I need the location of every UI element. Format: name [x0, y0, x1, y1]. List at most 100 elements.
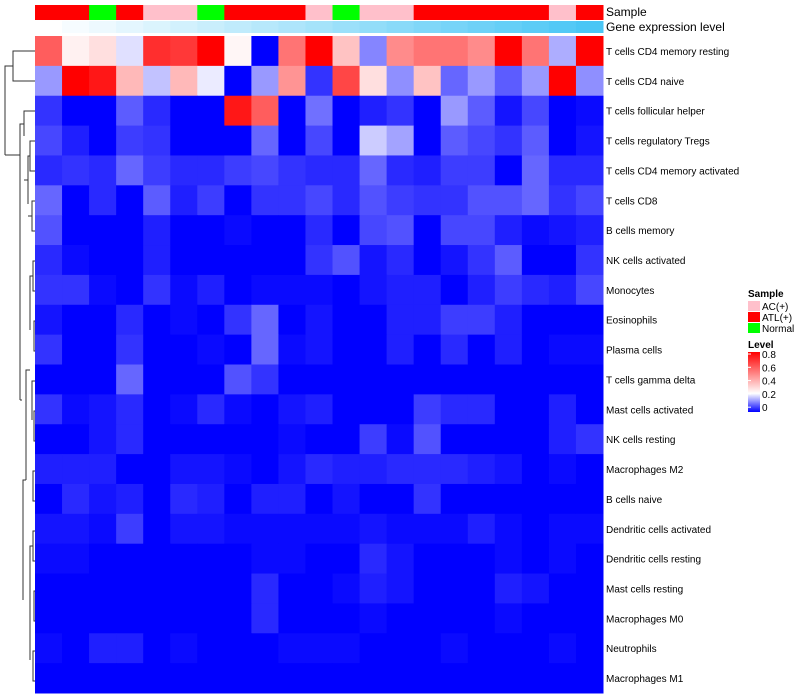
heatmap-cell	[440, 424, 469, 455]
gene-level-annotation-cell	[89, 21, 117, 33]
heatmap-cell	[413, 454, 442, 485]
heatmap-cell	[116, 36, 144, 67]
gene-level-annotation-cell	[116, 21, 144, 33]
heatmap-cell	[143, 603, 171, 634]
heatmap-cell	[359, 274, 388, 306]
heatmap-cell	[575, 573, 604, 604]
heatmap-cell	[494, 185, 523, 216]
heatmap-cell	[89, 65, 117, 97]
heatmap-cell	[251, 215, 279, 246]
heatmap-cell	[62, 185, 90, 216]
heatmap-cell	[467, 274, 496, 306]
heatmap-cell	[251, 304, 279, 336]
heatmap-cell	[440, 155, 469, 186]
heatmap-cell	[521, 215, 550, 246]
heatmap-cell	[440, 334, 469, 365]
heatmap-cell	[548, 185, 577, 216]
gene-level-annotation-cell	[143, 21, 171, 33]
heatmap-cell	[116, 513, 144, 545]
heatmap-cell	[494, 245, 523, 276]
heatmap-cell	[62, 334, 90, 365]
row-label: Plasma cells	[606, 346, 662, 357]
heatmap-cell	[359, 185, 388, 216]
heatmap-cell	[143, 185, 171, 216]
heatmap-cell	[143, 65, 171, 97]
heatmap-cell	[170, 513, 198, 545]
heatmap-cell	[170, 155, 198, 186]
heatmap-cell	[548, 155, 577, 186]
heatmap-cell	[413, 95, 442, 127]
heatmap-cell	[548, 633, 577, 664]
heatmap-cell	[224, 245, 252, 276]
heatmap-cell	[467, 633, 496, 664]
heatmap-cell	[548, 603, 577, 634]
heatmap-cell	[575, 334, 604, 365]
heatmap-cell	[386, 304, 415, 336]
heatmap-cell	[251, 573, 279, 604]
heatmap-cell	[494, 483, 523, 515]
heatmap-cell	[116, 334, 144, 365]
heatmap-cell	[332, 394, 361, 425]
heatmap-cell	[278, 155, 306, 186]
heatmap-cell	[521, 95, 550, 127]
heatmap-cell	[143, 95, 171, 127]
heatmap-cell	[251, 603, 279, 634]
heatmap-cell	[494, 65, 523, 97]
heatmap-cell	[89, 454, 117, 485]
heatmap-cell	[359, 603, 388, 634]
heatmap-cell	[521, 125, 550, 156]
heatmap-cell	[197, 95, 225, 127]
heatmap-cell	[359, 155, 388, 186]
heatmap-cell	[440, 394, 469, 425]
heatmap-cell	[62, 513, 90, 545]
row-label: Macrophages M1	[606, 674, 684, 685]
gene-level-annotation-cell	[494, 21, 523, 33]
heatmap-cell	[35, 394, 63, 425]
heatmap-cell	[305, 215, 334, 246]
heatmap-cell	[440, 215, 469, 246]
heatmap-cell	[467, 334, 496, 365]
heatmap-cell	[197, 394, 225, 425]
heatmap-cell	[251, 185, 279, 216]
heatmap-cell	[386, 36, 415, 67]
gene-level-annotation-cell	[413, 21, 442, 33]
heatmap-cell	[89, 483, 117, 515]
heatmap-cell	[170, 424, 198, 455]
heatmap-cell	[494, 274, 523, 306]
heatmap-cell	[440, 65, 469, 97]
gene-level-annotation-cell	[62, 21, 90, 33]
sample-annotation-label: Sample	[606, 5, 647, 19]
heatmap-cell	[35, 274, 63, 306]
sample-annotation-cell	[170, 5, 198, 20]
heatmap-cell	[413, 334, 442, 365]
heatmap-cell	[278, 394, 306, 425]
row-label: Eosinophils	[606, 316, 657, 327]
heatmap-cell	[197, 633, 225, 664]
heatmap-cell	[413, 573, 442, 604]
heatmap-cell	[359, 304, 388, 336]
heatmap-cell	[575, 65, 604, 97]
heatmap-cell	[224, 185, 252, 216]
heatmap-cell	[386, 215, 415, 246]
heatmap-cell	[332, 245, 361, 276]
heatmap-cell	[494, 513, 523, 545]
heatmap-cell	[494, 215, 523, 246]
heatmap-cell	[548, 663, 577, 694]
heatmap-cell	[386, 364, 415, 395]
heatmap-cell	[305, 155, 334, 186]
row-label: T cells follicular helper	[606, 107, 705, 118]
sample-annotation-cell	[197, 5, 225, 20]
heatmap-cell	[278, 603, 306, 634]
heatmap-cell	[89, 334, 117, 365]
gene-level-annotation-cell	[548, 21, 577, 33]
heatmap-cell	[440, 573, 469, 604]
heatmap-cell	[170, 245, 198, 276]
heatmap-cell	[251, 633, 279, 664]
heatmap-cell	[170, 185, 198, 216]
heatmap-cell	[440, 36, 469, 67]
heatmap-cell	[440, 95, 469, 127]
heatmap-cell	[548, 543, 577, 575]
sample-annotation-cell	[494, 5, 523, 20]
heatmap-cell	[359, 513, 388, 545]
